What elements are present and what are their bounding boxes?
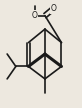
Text: O: O xyxy=(32,11,38,20)
Text: O: O xyxy=(51,4,56,13)
